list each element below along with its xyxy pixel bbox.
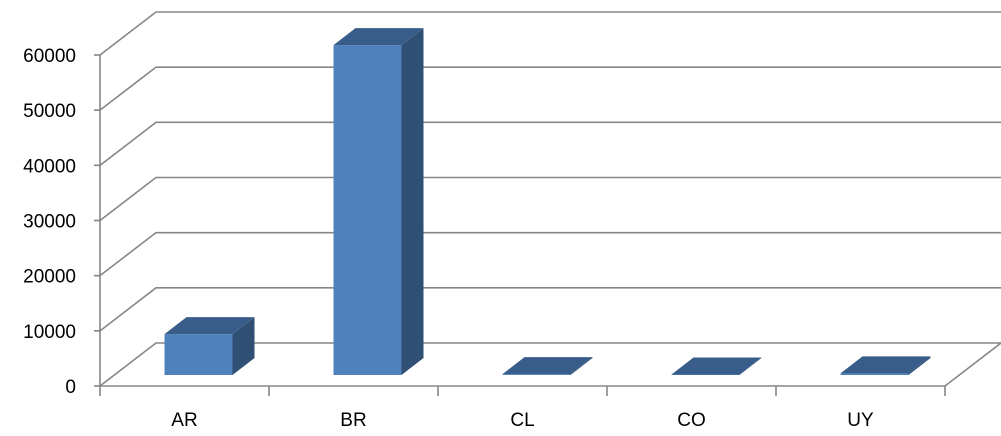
bar-top bbox=[840, 356, 931, 374]
bar bbox=[840, 356, 931, 375]
axes bbox=[94, 54, 946, 396]
bar-side bbox=[232, 317, 255, 375]
bar-side bbox=[739, 357, 762, 375]
tick-labels: 0 10000 20000 30000 40000 50000 60000 AR BR CL CO U… bbox=[23, 46, 874, 431]
y-tick-label: 60000 bbox=[23, 46, 76, 67]
bar-top bbox=[502, 357, 593, 375]
bar-side bbox=[570, 357, 593, 375]
y-tick-label: 50000 bbox=[23, 101, 76, 122]
x-tick-label: BR bbox=[340, 410, 366, 431]
y-tick-label: 40000 bbox=[23, 156, 76, 177]
y-tick-label: 10000 bbox=[23, 322, 76, 343]
y-tick-label: 20000 bbox=[23, 267, 76, 288]
x-tick-label: AR bbox=[171, 410, 197, 431]
bar bbox=[333, 28, 424, 375]
gridline bbox=[99, 176, 1001, 222]
bar-front bbox=[840, 373, 909, 375]
bars bbox=[164, 28, 931, 375]
bar-top bbox=[164, 317, 255, 335]
bar-top bbox=[333, 28, 424, 46]
x-tick-label: CL bbox=[510, 410, 534, 431]
y-tick-label: 0 bbox=[65, 377, 76, 398]
floor-right-edge bbox=[944, 342, 1001, 387]
bar bbox=[671, 357, 762, 375]
gridline bbox=[99, 231, 1001, 277]
gridline bbox=[99, 287, 1001, 332]
bar bbox=[164, 317, 255, 375]
gridline bbox=[99, 66, 1001, 111]
y-tick-label: 30000 bbox=[23, 212, 76, 233]
bar-side bbox=[908, 356, 931, 375]
gridline bbox=[99, 11, 1001, 56]
bar-front bbox=[502, 374, 571, 375]
bar-front bbox=[164, 334, 233, 375]
bar-side bbox=[401, 28, 424, 375]
gridline bbox=[99, 342, 1001, 387]
gridlines bbox=[99, 11, 1001, 387]
bar-front bbox=[333, 45, 402, 375]
bar-top bbox=[671, 357, 762, 375]
x-tick-label: UY bbox=[847, 410, 874, 431]
bar bbox=[502, 357, 593, 375]
x-tick-label: CO bbox=[677, 410, 706, 431]
gridline bbox=[99, 121, 1001, 166]
